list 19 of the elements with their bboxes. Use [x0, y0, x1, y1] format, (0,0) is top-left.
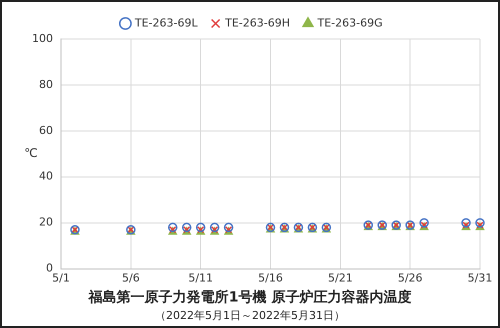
text: （2022年5月1日～2022年5月31日） [155, 308, 345, 322]
x-tick-label: 5/6 [122, 271, 140, 284]
x-tick-label: 5/21 [328, 271, 353, 284]
legend-label: TE-263-69L [134, 16, 198, 30]
x-tick-label: 5/1 [52, 271, 70, 284]
legend-label: TE-263-69H [224, 16, 290, 30]
y-tick-label: 80 [38, 78, 53, 91]
y-tick-label: 100 [32, 32, 53, 45]
x-tick-label: 5/26 [398, 271, 423, 284]
y-tick-label: 40 [38, 170, 53, 183]
y-axis-title: ℃ [24, 146, 38, 160]
x-tick-label: 5/31 [468, 271, 492, 284]
text: 福島第一原子力発電所1号機 原子炉圧力容器内温度 [88, 288, 412, 306]
y-tick-label: 0 [46, 262, 53, 275]
x-tick-label: 5/16 [258, 271, 283, 284]
x-tick-label: 5/11 [188, 271, 214, 284]
y-tick-label: 20 [38, 216, 53, 229]
legend-label: TE-263-69G [316, 16, 383, 30]
y-tick-label: 60 [38, 124, 53, 137]
